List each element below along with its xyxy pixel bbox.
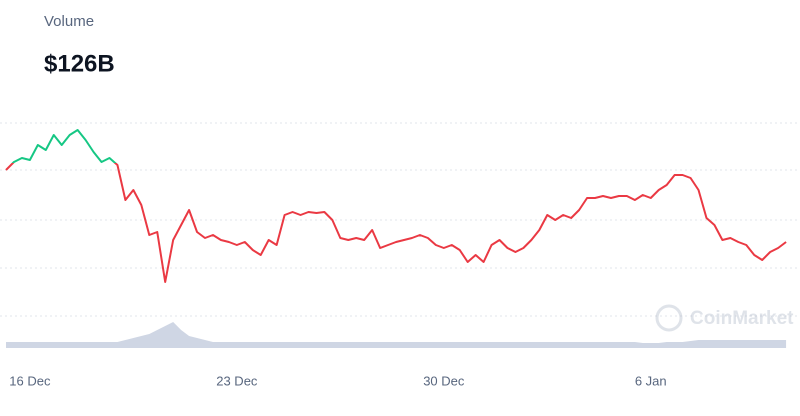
x-tick-label: 23 Dec — [216, 373, 258, 388]
watermark-logo — [655, 304, 683, 332]
stat-value: $126B — [44, 50, 115, 77]
x-tick-label: 16 Dec — [9, 373, 51, 388]
x-tick-label: 6 Jan — [635, 373, 667, 388]
volume-area — [6, 322, 787, 348]
watermark: CoinMarket — [655, 304, 794, 332]
x-tick-label: 30 Dec — [423, 373, 465, 388]
watermark-text: CoinMarket — [690, 308, 794, 329]
stat-label: Volume — [44, 13, 94, 30]
price-line — [5, 129, 787, 283]
